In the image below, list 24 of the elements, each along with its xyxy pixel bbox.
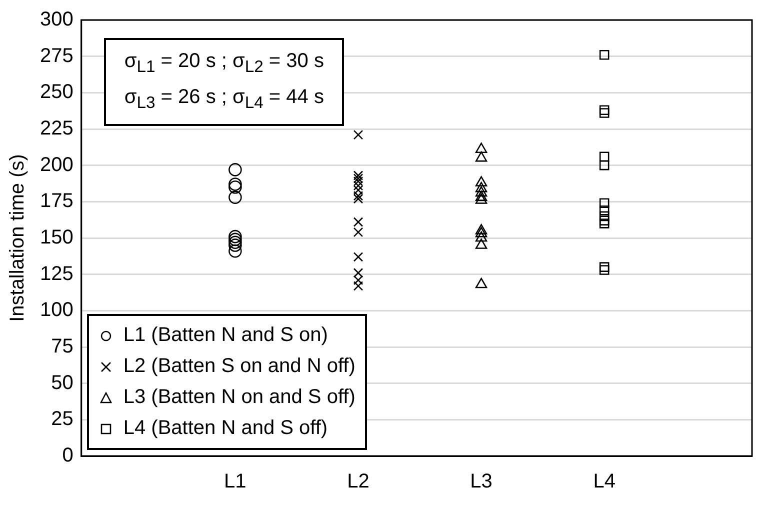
x-tick-label: L2: [347, 470, 370, 493]
x-tick-label: L1: [224, 470, 246, 493]
y-tick-label: 125: [40, 262, 74, 285]
y-tick-label: 150: [40, 226, 74, 249]
annotation: σ$_{L3}$ = 26 s ; σ$_{L4}$ = 44 s: [124, 85, 324, 114]
annotation: σ$_{L1}$ = 20 s ; σ$_{L2}$ = 30 s: [124, 49, 324, 78]
y-tick-label: 225: [40, 118, 74, 140]
y-tick-label: 250: [40, 81, 74, 104]
legend-label: L3 (Batten N on and S off): [123, 385, 356, 410]
y-tick-label: 175: [40, 190, 74, 212]
y-tick-label: 25: [51, 408, 74, 430]
y-axis-title: Installation time (s): [6, 154, 29, 322]
legend-label: L2 (Batten S on and N off): [123, 354, 356, 379]
y-tick-label: 75: [51, 336, 74, 358]
y-tick-label: 200: [40, 154, 74, 176]
x-tick-label: L3: [470, 470, 492, 493]
y-tick-label: 275: [40, 44, 74, 67]
y-tick-label: 0: [62, 444, 74, 467]
legend-label: L1 (Batten N and S on): [123, 323, 328, 348]
y-tick-label: 300: [40, 8, 74, 31]
x-tick-label: L4: [593, 470, 616, 493]
legend-label: L4 (Batten N and S off): [123, 416, 328, 441]
y-tick-label: 50: [51, 372, 74, 394]
y-tick-label: 100: [40, 299, 74, 322]
